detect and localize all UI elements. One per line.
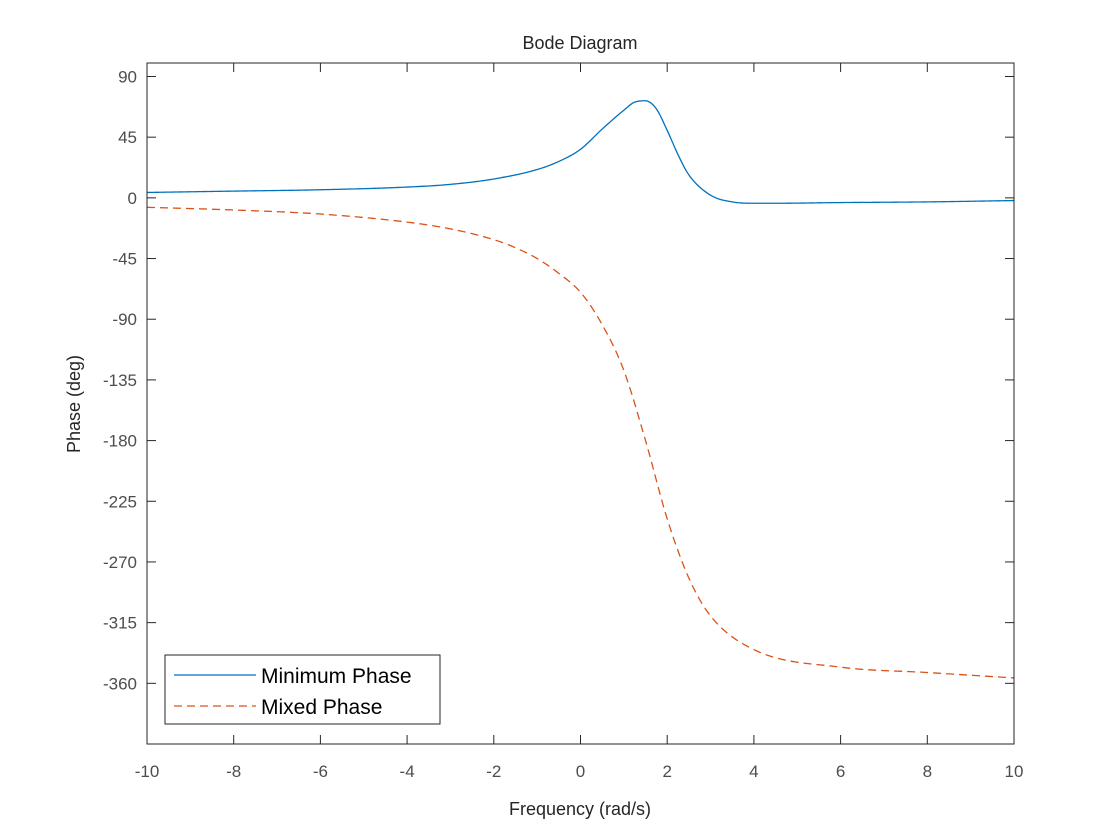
y-tick-label: -225 xyxy=(103,492,137,511)
x-axis: -10 -8 -6 -4 -2 0 2 4 6 8 10 xyxy=(135,63,1024,781)
x-tick-label: 10 xyxy=(1005,762,1024,781)
x-tick-label: -8 xyxy=(226,762,241,781)
y-tick-label: -90 xyxy=(112,310,137,329)
legend-box xyxy=(164,654,441,725)
legend: Minimum Phase Mixed Phase xyxy=(164,654,441,725)
x-tick-label: -2 xyxy=(486,762,501,781)
y-tick-label: -135 xyxy=(103,371,137,390)
series-line-minimum-phase xyxy=(146,100,1015,204)
y-axis-label: Phase (deg) xyxy=(64,355,84,453)
y-tick-label: 0 xyxy=(128,189,137,208)
y-tick-label: 45 xyxy=(118,128,137,147)
legend-label-minimum-phase: Minimum Phase xyxy=(261,665,412,688)
y-axis: 90 45 0 -45 -90 -135 -180 -225 -270 -315 -360 xyxy=(103,67,1014,693)
x-tick-label: -10 xyxy=(135,762,160,781)
x-tick-label: 6 xyxy=(836,762,845,781)
y-tick-label: -270 xyxy=(103,553,137,572)
legend-label-mixed-phase: Mixed Phase xyxy=(261,696,382,719)
x-tick-label: -4 xyxy=(400,762,415,781)
x-tick-label: 0 xyxy=(576,762,585,781)
y-tick-label: -360 xyxy=(103,674,137,693)
y-tick-label: 90 xyxy=(118,67,137,86)
x-tick-label: 2 xyxy=(662,762,671,781)
x-axis-label: Frequency (rad/s) xyxy=(509,799,651,819)
y-tick-label: -315 xyxy=(103,614,137,633)
x-tick-label: -6 xyxy=(313,762,328,781)
y-tick-label: -180 xyxy=(103,432,137,451)
y-tick-label: -45 xyxy=(112,250,137,269)
series-line-mixed-phase xyxy=(146,206,1015,679)
chart-title: Bode Diagram xyxy=(522,33,637,53)
series-layer xyxy=(146,100,1015,679)
x-tick-label: 8 xyxy=(923,762,932,781)
x-tick-label: 4 xyxy=(749,762,758,781)
